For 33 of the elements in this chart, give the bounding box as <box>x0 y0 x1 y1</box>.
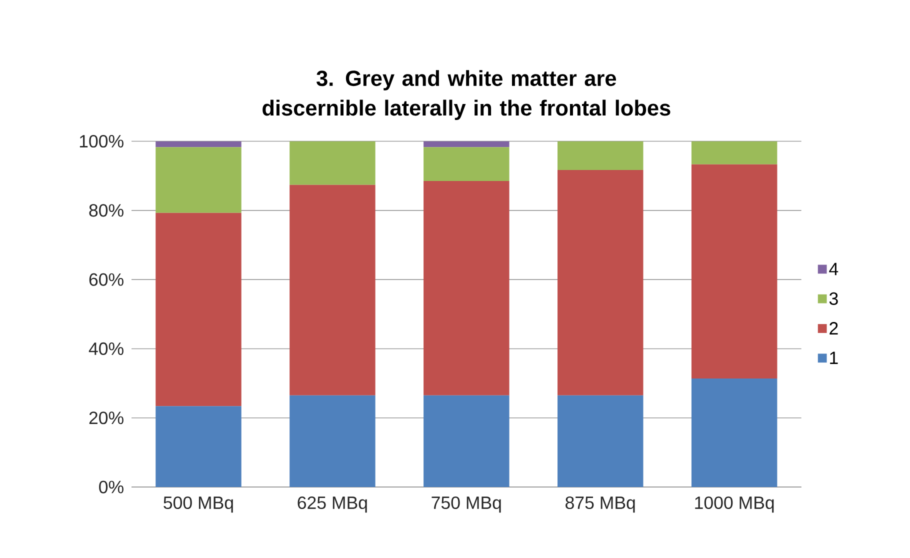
bar <box>691 164 778 378</box>
legend-label: 2 <box>830 322 838 334</box>
bar <box>691 378 778 487</box>
x-tick-label: 500 MBq <box>164 496 233 512</box>
bar <box>424 395 510 487</box>
bar <box>290 184 376 396</box>
y-tick-label: 100% <box>80 134 124 148</box>
bar <box>558 141 644 170</box>
bar <box>156 406 242 487</box>
bar <box>156 147 242 213</box>
bar <box>558 170 644 396</box>
chart-title: 3. Grey and white matter are discernible laterally in the frontal lobes <box>262 70 670 120</box>
y-tick-label: 40% <box>88 342 124 355</box>
x-tick-label: 1000 MBq <box>695 496 774 512</box>
legend-label: 1 <box>830 352 838 364</box>
bar <box>424 180 510 396</box>
y-tick-label: 0% <box>99 480 124 494</box>
bar <box>290 141 376 185</box>
bar <box>691 141 778 164</box>
bar <box>424 147 510 181</box>
y-tick-label: 80% <box>89 204 124 217</box>
x-tick-label: 875 MBq <box>566 496 635 512</box>
bar <box>156 141 242 148</box>
y-tick-label: 60% <box>89 273 124 286</box>
x-tick-label: 750 MBq <box>432 496 501 512</box>
bar <box>558 395 644 487</box>
bar <box>290 395 376 487</box>
bar <box>156 212 242 406</box>
legend-label: 3 <box>829 292 838 305</box>
x-tick-label: 625 MBq <box>298 496 367 512</box>
y-tick-label: 20% <box>89 412 124 424</box>
legend-label: 4 <box>829 262 838 275</box>
bar <box>424 141 510 148</box>
